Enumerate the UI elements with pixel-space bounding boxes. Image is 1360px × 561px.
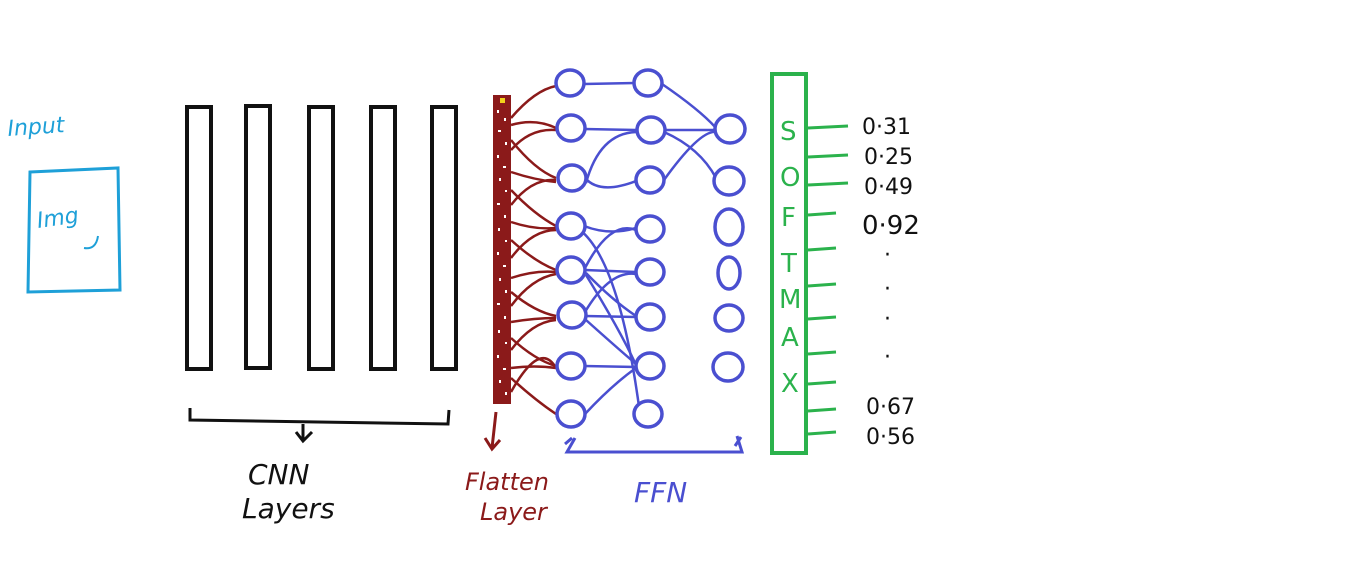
cnn-section: CNN Layers [185, 104, 458, 525]
softmax-letter: F [781, 203, 796, 233]
flatten-layer-dots [497, 110, 507, 395]
flatten-label-line2: Layer [480, 498, 549, 526]
input-image-box [26, 166, 122, 294]
softmax-letter: T [780, 249, 797, 279]
ffn-node [555, 399, 587, 429]
ffn-node [632, 68, 664, 98]
output-value: · [884, 243, 891, 268]
softmax-letter: M [779, 285, 801, 315]
softmax-letter: O [780, 163, 800, 193]
output-value: 0·25 [864, 145, 913, 170]
softmax-letter: X [781, 369, 799, 399]
output-value: 0·49 [864, 175, 913, 200]
ffn-node [555, 351, 587, 381]
flatten-section: Flatten Layer [465, 95, 549, 526]
ffn-node [711, 351, 745, 383]
ffn-node [716, 255, 742, 291]
cnn-label-line1: CNN [248, 458, 309, 491]
cnn-layer [307, 105, 335, 371]
ffn-node [554, 68, 586, 98]
ffn-node [634, 257, 666, 287]
ffn-node [556, 163, 588, 193]
ffn-node [555, 113, 587, 143]
cnn-brace [188, 408, 451, 426]
flatten-to-ffn-connections [509, 84, 558, 416]
output-value: · [884, 345, 891, 370]
output-value: · [884, 277, 891, 302]
flatten-highlight [500, 98, 505, 103]
ffn-node [555, 255, 587, 285]
softmax-section: S O F T M A X [770, 72, 849, 455]
ffn-connections [579, 81, 718, 415]
input-section: Input Img [7, 113, 122, 294]
ffn-nodes [554, 68, 747, 429]
cnn-layer [244, 104, 272, 370]
ffn-node [713, 207, 745, 247]
ffn-node [713, 303, 745, 333]
softmax-letter: A [781, 323, 799, 353]
output-value: 0·92 [862, 211, 920, 241]
ffn-node [635, 115, 667, 145]
cnn-down-arrow [294, 424, 314, 444]
cnn-layer [185, 105, 213, 371]
ffn-node [634, 214, 666, 244]
softmax-output-ticks [807, 124, 849, 436]
ffn-node [712, 165, 746, 197]
ffn-node [556, 300, 588, 330]
ffn-node [634, 165, 666, 195]
output-value: 0·67 [866, 395, 915, 420]
flatten-label-line1: Flatten [465, 468, 549, 496]
ffn-node [632, 399, 664, 429]
ffn-node [555, 211, 587, 241]
ffn-section: FFN [554, 68, 747, 509]
input-image-mark [83, 235, 99, 250]
ffn-node [634, 302, 666, 332]
ffn-span-arrow [564, 435, 745, 454]
softmax-box [770, 72, 808, 455]
output-values: 0·31 0·25 0·49 0·92 · · · · 0·67 0·56 [862, 115, 920, 450]
input-label: Input [7, 113, 67, 142]
cnn-label-line2: Layers [242, 492, 335, 525]
softmax-letter: S [780, 117, 797, 147]
cnn-layer [430, 105, 458, 371]
output-value: 0·31 [862, 115, 911, 140]
flatten-layer-bar [493, 95, 511, 404]
ffn-node [634, 351, 666, 381]
ffn-label: FFN [634, 476, 687, 509]
cnn-layer [369, 105, 397, 371]
output-value: 0·56 [866, 425, 915, 450]
ffn-node [713, 113, 747, 145]
output-value: · [884, 307, 891, 332]
input-image-label: Img [35, 203, 80, 234]
flatten-down-arrow [483, 411, 502, 452]
